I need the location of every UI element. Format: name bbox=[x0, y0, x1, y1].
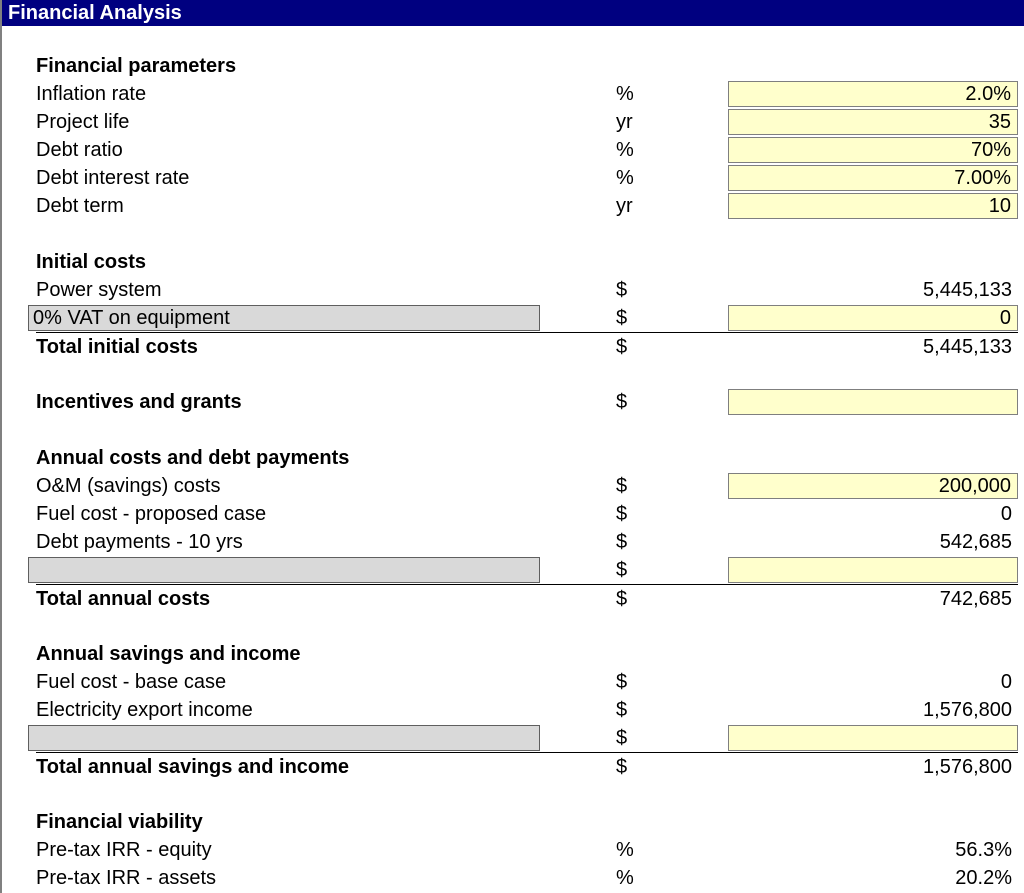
label-irr-assets: Pre-tax IRR - assets bbox=[36, 864, 540, 892]
value-total-annual-costs: 742,685 bbox=[728, 584, 1018, 612]
label-debt-interest: Debt interest rate bbox=[36, 164, 540, 192]
sheet-body: Financial parameters Inflation rate % 2.… bbox=[2, 26, 1024, 893]
input-annual-savings-extra-value[interactable] bbox=[728, 725, 1018, 751]
unit-debt-term: yr bbox=[540, 192, 628, 220]
unit-incentives: $ bbox=[540, 388, 628, 416]
value-total-initial: 5,445,133 bbox=[728, 332, 1018, 360]
input-incentives[interactable] bbox=[728, 389, 1018, 415]
input-inflation-rate[interactable]: 2.0% bbox=[728, 81, 1018, 107]
label-om-costs: O&M (savings) costs bbox=[36, 472, 540, 500]
value-power-system: 5,445,133 bbox=[728, 276, 1018, 304]
heading-annual-savings: Annual savings and income bbox=[36, 640, 540, 668]
label-power-system: Power system bbox=[36, 276, 540, 304]
heading-annual-costs: Annual costs and debt payments bbox=[36, 444, 540, 472]
value-fuel-proposed: 0 bbox=[728, 500, 1018, 528]
unit-total-annual-savings: $ bbox=[540, 752, 628, 780]
unit-inflation-rate: % bbox=[540, 80, 628, 108]
unit-irr-equity: % bbox=[540, 836, 628, 864]
heading-initial-costs: Initial costs bbox=[36, 248, 540, 276]
input-annual-savings-extra-label[interactable] bbox=[28, 725, 540, 751]
unit-vat-equipment: $ bbox=[540, 304, 628, 332]
heading-incentives: Incentives and grants bbox=[36, 388, 540, 416]
label-debt-term: Debt term bbox=[36, 192, 540, 220]
unit-om-costs: $ bbox=[540, 472, 628, 500]
unit-fuel-base: $ bbox=[540, 668, 628, 696]
value-irr-assets: 20.2% bbox=[728, 864, 1018, 892]
label-irr-equity: Pre-tax IRR - equity bbox=[36, 836, 540, 864]
value-total-annual-savings: 1,576,800 bbox=[728, 752, 1018, 780]
label-inflation-rate: Inflation rate bbox=[36, 80, 540, 108]
unit-project-life: yr bbox=[540, 108, 628, 136]
input-om-costs[interactable]: 200,000 bbox=[728, 473, 1018, 499]
unit-elec-export: $ bbox=[540, 696, 628, 724]
input-annual-cost-extra-label[interactable] bbox=[28, 557, 540, 583]
heading-financial-viability: Financial viability bbox=[36, 808, 540, 836]
unit-total-initial: $ bbox=[540, 332, 628, 360]
input-vat-equipment-label[interactable]: 0% VAT on equipment bbox=[28, 305, 540, 331]
input-annual-cost-extra-value[interactable] bbox=[728, 557, 1018, 583]
label-project-life: Project life bbox=[36, 108, 540, 136]
input-project-life[interactable]: 35 bbox=[728, 109, 1018, 135]
value-elec-export: 1,576,800 bbox=[728, 696, 1018, 724]
label-elec-export: Electricity export income bbox=[36, 696, 540, 724]
input-debt-term[interactable]: 10 bbox=[728, 193, 1018, 219]
unit-annual-cost-extra: $ bbox=[540, 556, 628, 584]
value-debt-payments: 542,685 bbox=[728, 528, 1018, 556]
section-title: Financial Analysis bbox=[2, 0, 1024, 26]
label-total-annual-savings: Total annual savings and income bbox=[36, 752, 540, 780]
label-total-initial: Total initial costs bbox=[36, 332, 540, 360]
unit-debt-ratio: % bbox=[540, 136, 628, 164]
unit-fuel-proposed: $ bbox=[540, 500, 628, 528]
unit-annual-savings-extra: $ bbox=[540, 724, 628, 752]
unit-irr-assets: % bbox=[540, 864, 628, 892]
input-debt-ratio[interactable]: 70% bbox=[728, 137, 1018, 163]
heading-financial-parameters: Financial parameters bbox=[36, 52, 540, 80]
unit-power-system: $ bbox=[540, 276, 628, 304]
financial-analysis-sheet: Financial Analysis Financial parameters … bbox=[0, 0, 1024, 893]
label-total-annual-costs: Total annual costs bbox=[36, 584, 540, 612]
label-debt-ratio: Debt ratio bbox=[36, 136, 540, 164]
unit-total-annual-costs: $ bbox=[540, 584, 628, 612]
unit-debt-interest: % bbox=[540, 164, 628, 192]
input-debt-interest[interactable]: 7.00% bbox=[728, 165, 1018, 191]
value-irr-equity: 56.3% bbox=[728, 836, 1018, 864]
label-fuel-base: Fuel cost - base case bbox=[36, 668, 540, 696]
unit-debt-payments: $ bbox=[540, 528, 628, 556]
label-fuel-proposed: Fuel cost - proposed case bbox=[36, 500, 540, 528]
label-debt-payments: Debt payments - 10 yrs bbox=[36, 528, 540, 556]
value-fuel-base: 0 bbox=[728, 668, 1018, 696]
input-vat-equipment-value[interactable]: 0 bbox=[728, 305, 1018, 331]
